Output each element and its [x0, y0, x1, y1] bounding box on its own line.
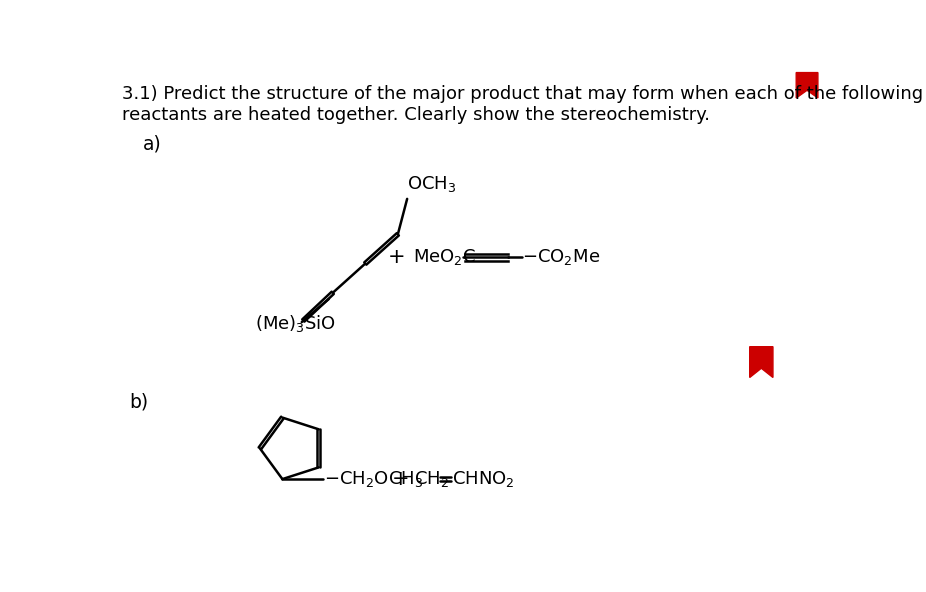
Text: +: + — [387, 247, 405, 268]
Text: $-$CH$_2$OCH$_3$: $-$CH$_2$OCH$_3$ — [324, 469, 423, 489]
Text: MeO$_2$C: MeO$_2$C — [413, 247, 476, 268]
Text: a): a) — [143, 134, 162, 153]
Text: OCH$_3$: OCH$_3$ — [407, 174, 457, 194]
Text: CHNO$_2$: CHNO$_2$ — [452, 469, 515, 489]
Text: 3.1) Predict the structure of the major product that may form when each of the f: 3.1) Predict the structure of the major … — [122, 85, 923, 103]
Text: +: + — [392, 469, 409, 489]
Text: $-$CO$_2$Me: $-$CO$_2$Me — [522, 247, 600, 268]
Text: (Me)$_3$SiO: (Me)$_3$SiO — [256, 313, 336, 334]
Text: CH$_2$: CH$_2$ — [414, 469, 449, 489]
Text: reactants are heated together. Clearly show the stereochemistry.: reactants are heated together. Clearly s… — [122, 106, 710, 124]
Polygon shape — [796, 73, 818, 98]
Polygon shape — [750, 347, 773, 378]
Text: b): b) — [130, 393, 149, 412]
